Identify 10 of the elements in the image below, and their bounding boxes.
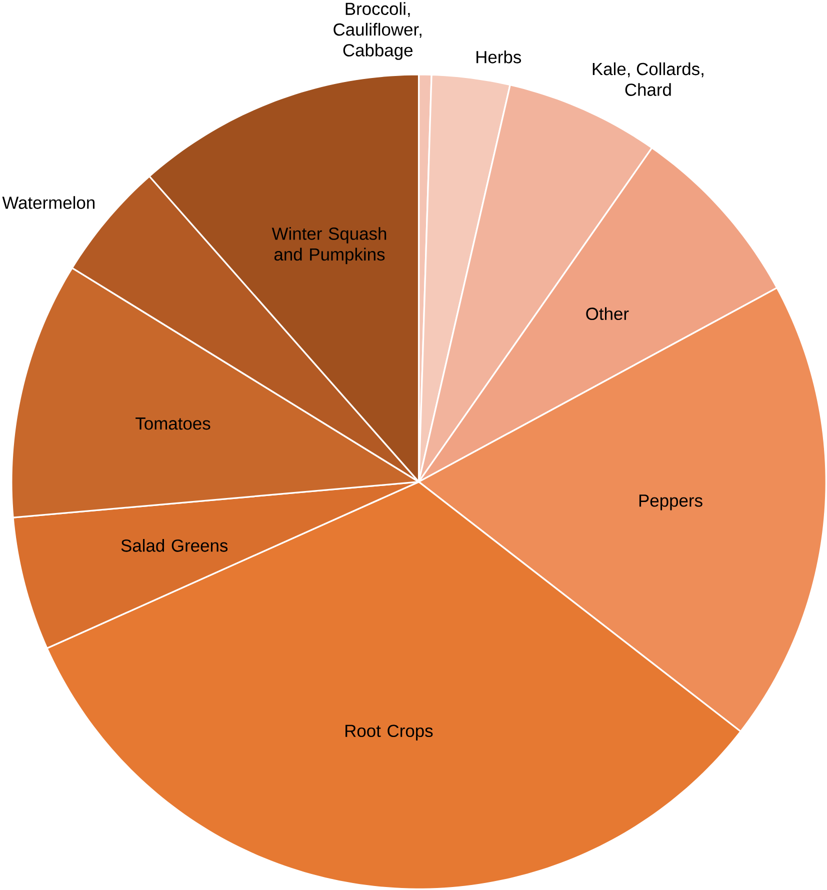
slice-label: Herbs xyxy=(476,50,522,64)
slice-label: Salad Greens xyxy=(121,539,228,552)
slice-label: Winter Squash and Pumpkins xyxy=(272,227,386,264)
slice-label: Watermelon xyxy=(2,196,95,209)
slice-label: Broccoli, Cauliflower, Cabbage xyxy=(334,2,422,60)
slice-label: Other xyxy=(586,307,629,320)
slice-label: Root Crops xyxy=(346,724,433,741)
slice-label: Tomatoes xyxy=(136,418,210,430)
slice-label: Kale, Collards, Chard xyxy=(592,62,704,96)
slice-label: Peppers xyxy=(639,494,702,510)
